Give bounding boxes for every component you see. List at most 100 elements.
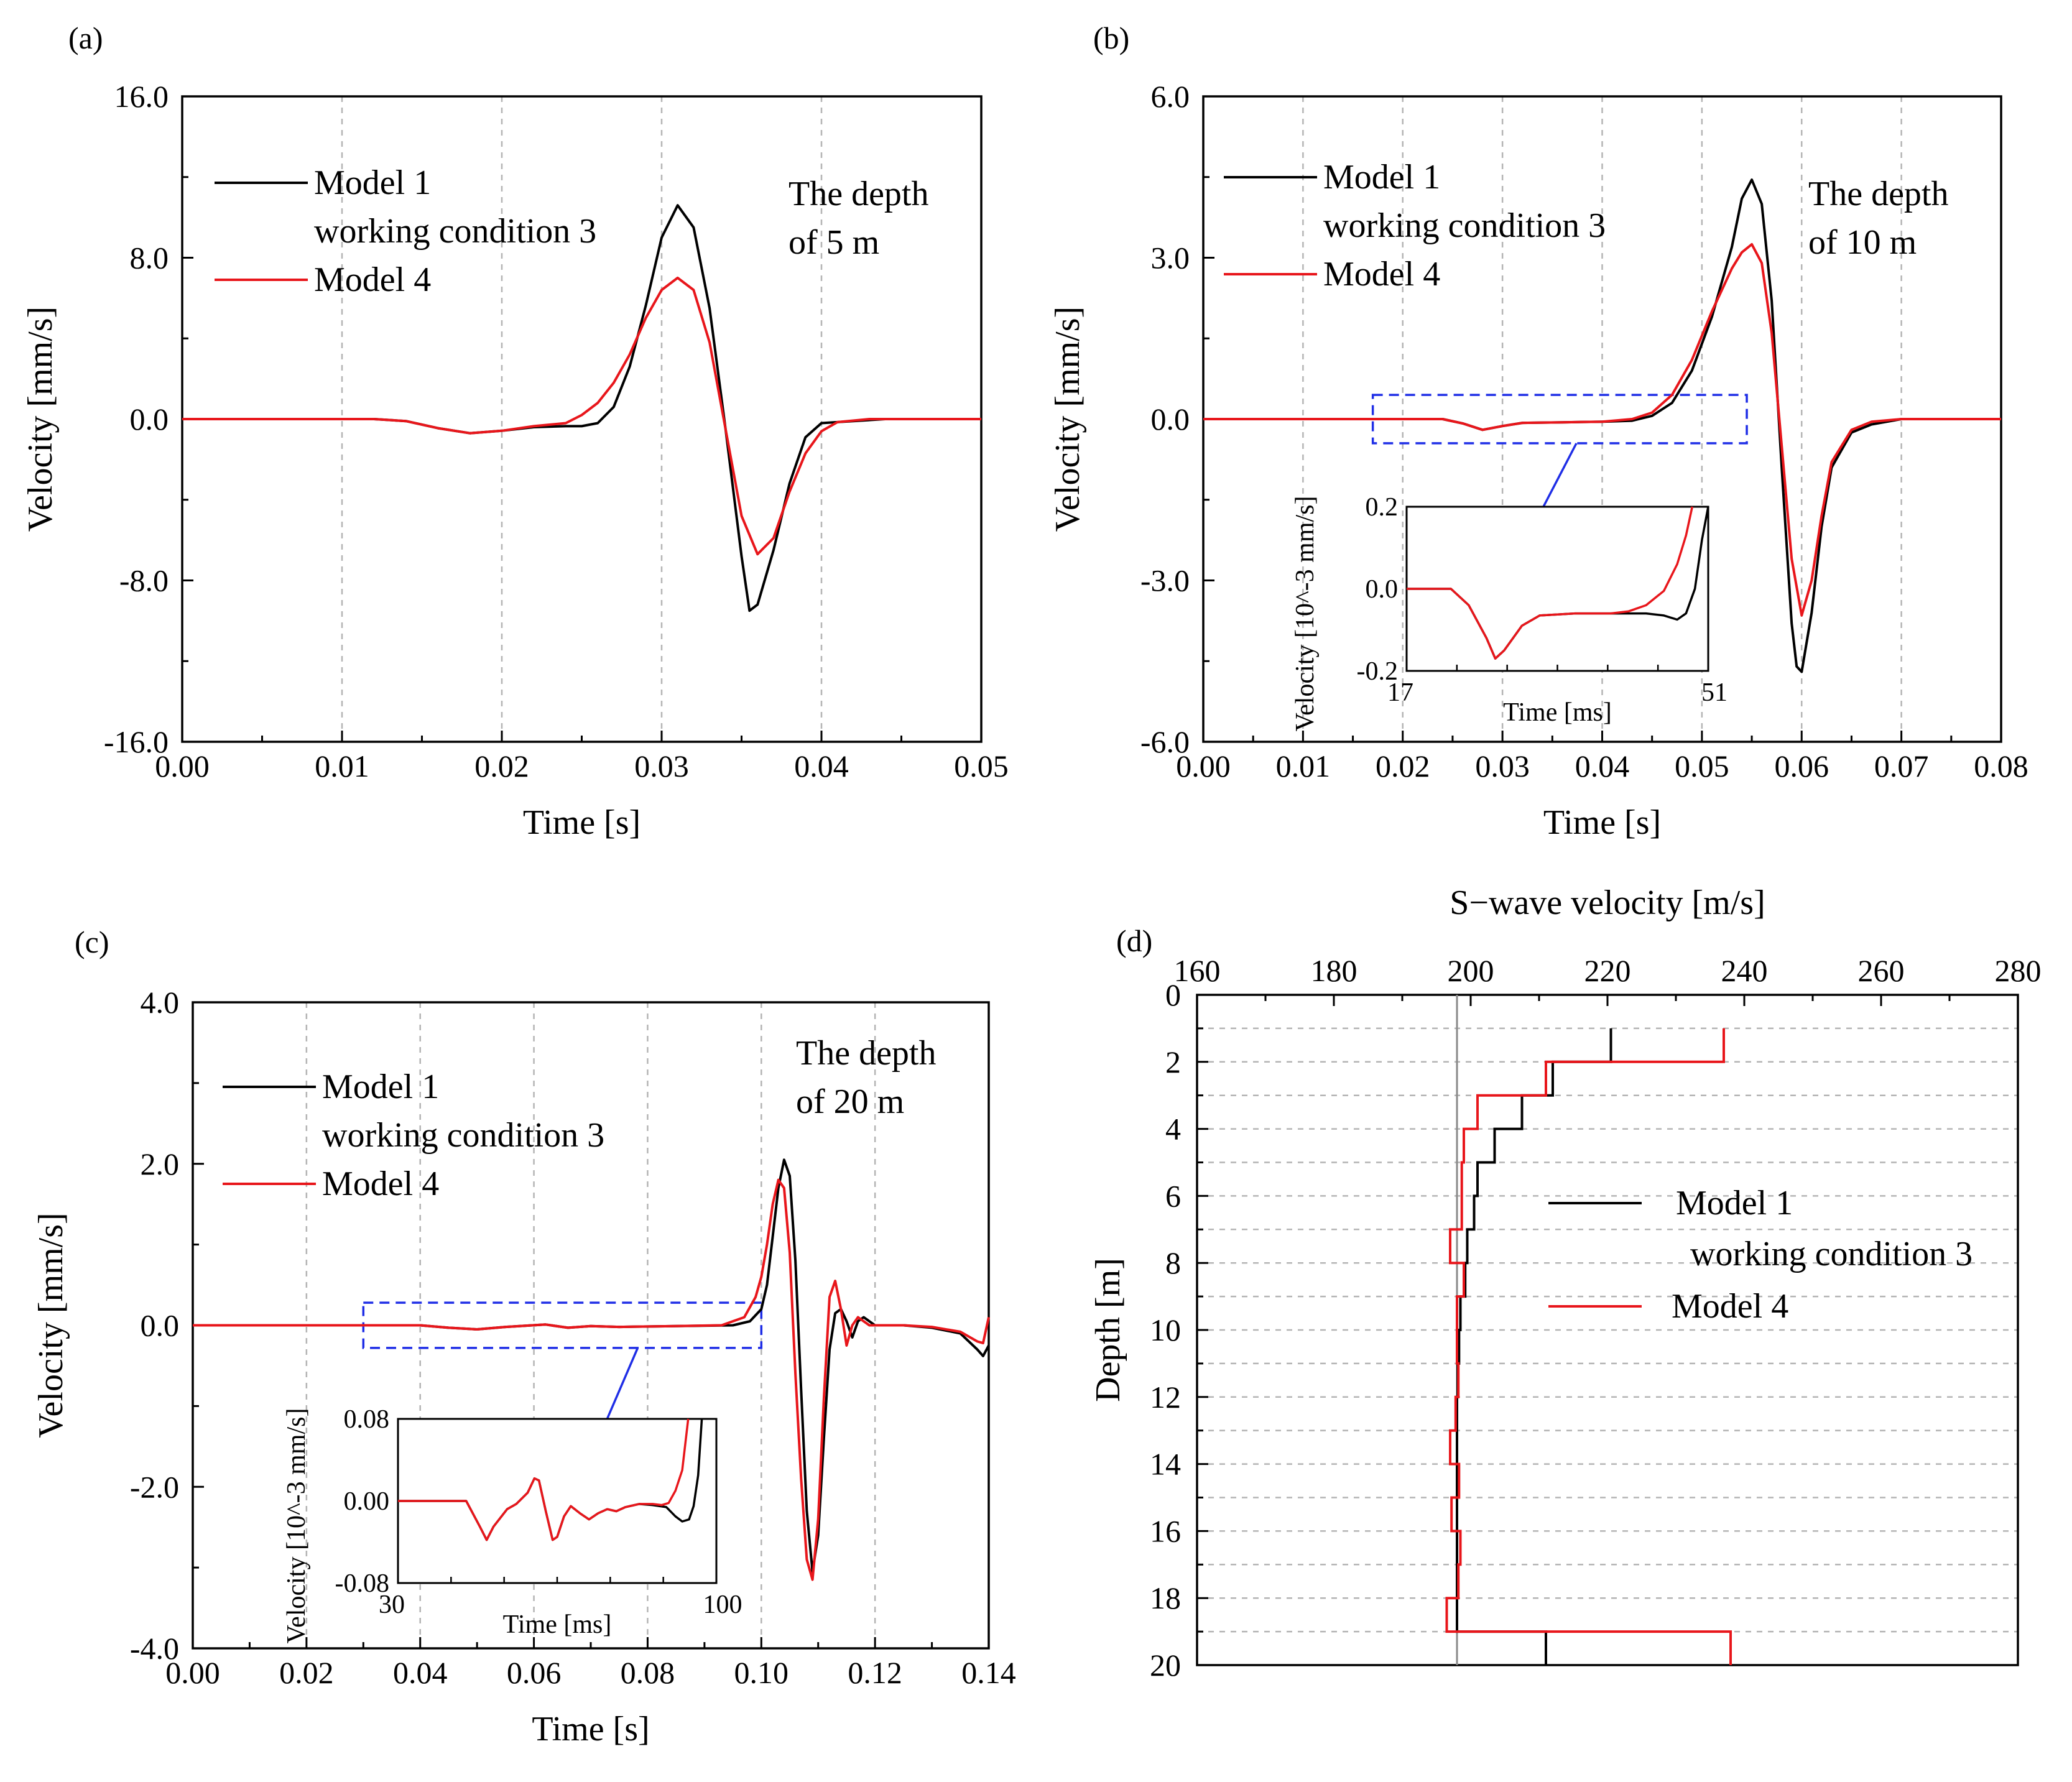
highlight-box (1371, 394, 1748, 445)
series-line-model-4 (193, 1178, 990, 1581)
y-axis-label: Depth [m] (1089, 1258, 1127, 1402)
series-line-model-1 (1456, 1028, 1612, 1665)
y-tick-label: 0.0 (1151, 402, 1190, 436)
x-tick-label: 0.03 (1475, 749, 1530, 783)
x-tick-label: 0.01 (315, 749, 369, 783)
y-tick-label: 4.0 (141, 985, 180, 1020)
legend-label-model-1-line2: working condition 3 (314, 212, 596, 251)
y-tick-label: 16 (1150, 1513, 1181, 1548)
inset-x-axis-label: Time [ms] (1503, 698, 1612, 727)
panel-label: (b) (1093, 21, 1129, 55)
inset-x-tick-label: 17 (1387, 678, 1413, 707)
legend-label-model-1: Model 1 (1323, 158, 1440, 196)
x-tick-label: 0.00 (165, 1655, 220, 1690)
legend-label-model-4: Model 4 (1672, 1287, 1788, 1326)
legend-label-model-1-line2: working condition 3 (1690, 1235, 1973, 1273)
x-tick-label: 0.06 (507, 1655, 562, 1690)
x-tick-label: 0.10 (734, 1655, 789, 1690)
inset-x-tick-label: 30 (379, 1590, 405, 1619)
y-tick-label: 6.0 (1151, 79, 1190, 114)
y-tick-label: 10 (1150, 1313, 1181, 1347)
x-tick-label: 0.01 (1276, 749, 1331, 783)
depth-annotation-line2: of 10 m (1808, 223, 1917, 262)
x-tick-label: 0.07 (1874, 749, 1929, 783)
y-axis-label: Velocity [mm/s] (1048, 307, 1087, 532)
x-tick-label: 0.02 (1376, 749, 1430, 783)
x-tick-label: 0.08 (1974, 749, 2028, 783)
legend-label-model-4: Model 4 (314, 261, 431, 299)
y-tick-label: -8.0 (119, 563, 169, 598)
y-tick-label: -6.0 (1140, 724, 1190, 759)
x-axis-label: Time [s] (532, 1710, 649, 1748)
inset-y-tick-label: 0.2 (1366, 493, 1399, 522)
y-tick-label: 14 (1150, 1447, 1181, 1482)
x-tick-label: 0.02 (279, 1655, 334, 1690)
y-tick-label: 4 (1165, 1112, 1181, 1147)
y-tick-label: -4.0 (130, 1631, 179, 1666)
x-tick-label: 0.04 (794, 749, 849, 783)
x-axis-label: S−wave velocity [m/s] (1450, 884, 1765, 922)
x-tick-label: 180 (1311, 953, 1357, 988)
x-tick-label: 0.12 (848, 1655, 902, 1690)
panel-label: (a) (68, 21, 103, 55)
panel-c: 0.00 0.02 0.04 0.06 0.08 0.10 0.12 0.14 -4.0 -2.0… (32, 925, 1016, 1748)
x-tick-label: 160 (1174, 953, 1221, 988)
y-axis-label: Velocity [mm/s] (21, 307, 60, 532)
panel-label: (c) (75, 925, 109, 959)
x-tick-label: 0.03 (634, 749, 689, 783)
y-tick-label: 0 (1165, 977, 1181, 1012)
inset-y-tick-label: 0.08 (344, 1405, 390, 1434)
x-tick-label: 240 (1721, 953, 1768, 988)
y-tick-label: -3.0 (1140, 563, 1190, 598)
y-tick-label: 0.0 (130, 402, 169, 436)
depth-annotation-line2: of 5 m (789, 223, 879, 262)
x-tick-label: 0.05 (1675, 749, 1729, 783)
inset-plot: -0.2 0.0 0.2 17 51 Time [ms] Velocity [10^-3 m… (1291, 493, 1727, 731)
legend-label-model-4: Model 4 (322, 1165, 439, 1203)
y-axis-label: Velocity [mm/s] (32, 1212, 70, 1438)
legend: Model 1 working condition 3 Model 4 (1224, 158, 1606, 293)
inset-series-line-model-4 (1407, 506, 1694, 660)
series-line-model-4 (1445, 1028, 1732, 1665)
legend-label-model-1-line2: working condition 3 (322, 1116, 604, 1155)
x-tick-label: 0.04 (393, 1655, 448, 1690)
x-tick-label: 0.06 (1775, 749, 1829, 783)
y-tick-label: 12 (1150, 1380, 1181, 1415)
legend-label-model-1: Model 1 (1676, 1184, 1793, 1222)
inset-y-tick-label: -0.08 (335, 1569, 390, 1598)
x-tick-label: 220 (1584, 953, 1631, 988)
x-tick-label: 200 (1448, 953, 1494, 988)
inset-y-axis-label: Velocity [10^-3 mm/s] (282, 1408, 311, 1644)
panel-b: 0.00 0.01 0.02 0.03 0.04 0.05 0.06 0.07 0.08 -6.0… (1048, 21, 2028, 842)
y-tick-label: 8 (1165, 1245, 1181, 1280)
panel-a: 0.00 0.01 0.02 0.03 0.04 0.05 -16.0 -8.0 0.0 8.0 1… (21, 21, 1009, 842)
y-tick-label: 2 (1165, 1045, 1181, 1079)
x-axis-label: Time [s] (1543, 803, 1661, 842)
x-tick-label: 260 (1858, 953, 1905, 988)
inset-series-line-model-4 (398, 1418, 690, 1541)
y-tick-label: -16.0 (104, 724, 169, 759)
inset-x-axis-label: Time [ms] (503, 1610, 612, 1639)
inset-y-tick-label: 0.00 (344, 1487, 390, 1516)
panel-d: 160 180 200 220 240 260 280 0 2 4 6 8 10 12 14 16 18 20 S−… (1089, 884, 2042, 1683)
inset-x-tick-label: 51 (1701, 678, 1727, 707)
x-axis-label: Time [s] (523, 803, 641, 842)
legend-label-model-4: Model 4 (1323, 255, 1440, 293)
inset-y-axis-label: Velocity [10^-3 mm/s] (1291, 496, 1320, 732)
y-tick-label: 2.0 (141, 1147, 180, 1181)
depth-annotation-line1: The depth (796, 1034, 936, 1073)
x-tick-label: 0.14 (961, 1655, 1016, 1690)
y-tick-label: 16.0 (114, 79, 169, 114)
inset-frame (1405, 506, 1709, 672)
x-tick-label: 0.00 (1176, 749, 1231, 783)
inset-y-tick-label: 0.0 (1366, 575, 1399, 604)
x-tick-label: 0.02 (474, 749, 529, 783)
legend: Model 1 working condition 3 Model 4 (1548, 1184, 1973, 1326)
x-tick-label: 0.08 (621, 1655, 675, 1690)
x-tick-label: 0.05 (954, 749, 1009, 783)
y-tick-label: -2.0 (130, 1469, 179, 1504)
legend-label-model-1: Model 1 (322, 1068, 439, 1106)
x-tick-label: 0.04 (1575, 749, 1630, 783)
inset-y-tick-label: -0.2 (1357, 657, 1399, 686)
